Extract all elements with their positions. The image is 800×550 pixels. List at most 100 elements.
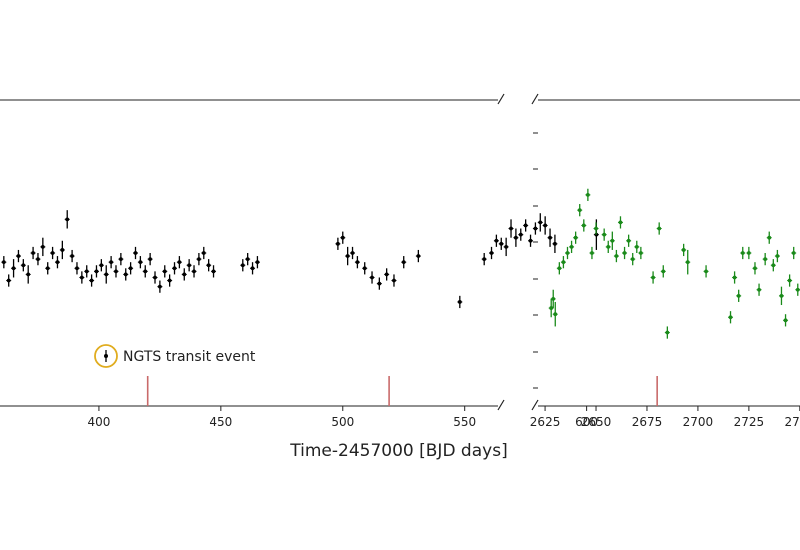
data-point [36, 257, 40, 262]
data-point [736, 293, 741, 298]
data-point [757, 287, 761, 292]
data-point [775, 254, 780, 258]
data-point [362, 266, 367, 271]
data-point [795, 287, 800, 292]
data-point [482, 257, 487, 262]
data-point [771, 263, 776, 268]
data-point [6, 278, 11, 283]
data-point [143, 269, 148, 274]
x-tick-label: 2625 [530, 415, 561, 429]
data-point [79, 275, 84, 280]
data-point [634, 244, 639, 249]
data-point [767, 235, 772, 240]
x-tick-label: 2750 [785, 415, 800, 429]
data-point [162, 269, 167, 274]
x-tick-label: 2650 [581, 415, 612, 429]
data-point [533, 226, 538, 231]
data-point [569, 244, 574, 249]
data-point [553, 241, 557, 246]
data-point [335, 241, 340, 246]
data-point [557, 266, 562, 271]
left-data-points [1, 210, 599, 309]
data-point [494, 238, 499, 243]
x-ticks: 400 450 500 550 600 2625 2650 2675 2700 2725 2750 [87, 406, 800, 429]
data-point [791, 251, 796, 255]
data-point [783, 318, 788, 323]
data-point [255, 260, 260, 265]
data-point [70, 254, 74, 258]
data-point [746, 251, 751, 255]
data-point [55, 260, 60, 265]
data-point [779, 293, 784, 298]
data-point [345, 254, 350, 258]
x-tick-label: 2675 [632, 415, 663, 429]
data-point [45, 266, 50, 271]
data-point [21, 263, 26, 268]
data-point [638, 251, 643, 255]
right-panel-y-ticks [533, 132, 538, 389]
data-point [457, 300, 462, 304]
legend: NGTS transit event [94, 344, 256, 368]
data-point [740, 251, 745, 255]
data-point [763, 257, 768, 262]
data-point [602, 232, 607, 237]
data-point [201, 251, 206, 255]
data-point [340, 235, 345, 240]
data-point [187, 263, 192, 268]
data-point [787, 278, 792, 283]
break-mark [497, 93, 505, 105]
data-point [60, 248, 65, 252]
x-tick-label: 600 [575, 415, 598, 429]
data-point [514, 235, 518, 240]
data-point [553, 312, 558, 317]
data-point [581, 223, 586, 228]
data-point [157, 284, 162, 289]
data-point [197, 257, 201, 262]
data-point [50, 251, 55, 255]
data-point [128, 266, 133, 271]
data-point [614, 254, 619, 258]
data-point [40, 244, 45, 249]
data-point [528, 238, 533, 243]
data-point [94, 269, 99, 274]
data-point [704, 269, 708, 274]
data-point [416, 254, 421, 258]
legend-marker [104, 354, 108, 358]
data-point [206, 263, 211, 268]
data-point [551, 297, 556, 301]
data-point [489, 251, 494, 255]
data-point [250, 266, 255, 271]
data-point [665, 330, 670, 335]
legend-label: NGTS transit event [123, 349, 256, 365]
data-point [577, 208, 582, 213]
x-tick-label: 550 [453, 415, 476, 429]
data-point [753, 266, 757, 271]
data-point [31, 251, 35, 255]
data-point [594, 226, 598, 231]
data-point [392, 278, 396, 283]
data-point [153, 275, 157, 280]
data-point [1, 260, 6, 265]
data-point [622, 251, 627, 255]
data-point [148, 257, 153, 262]
x-axis-label: Time-2457000 [BJD days] [289, 441, 507, 461]
data-point [504, 244, 509, 249]
data-point [75, 266, 79, 271]
legend-highlight-circle [94, 344, 118, 368]
data-point [518, 232, 523, 237]
data-point [523, 223, 528, 228]
data-point [590, 251, 594, 255]
data-point [26, 272, 31, 277]
data-point [657, 226, 662, 231]
data-point [84, 269, 89, 274]
x-tick-label: 450 [209, 415, 232, 429]
data-point [245, 257, 250, 262]
data-point [350, 251, 355, 255]
data-point [606, 244, 611, 249]
data-point [123, 272, 128, 277]
data-point [681, 248, 686, 252]
data-point [618, 220, 623, 225]
data-point [610, 238, 615, 243]
data-point [118, 257, 123, 262]
